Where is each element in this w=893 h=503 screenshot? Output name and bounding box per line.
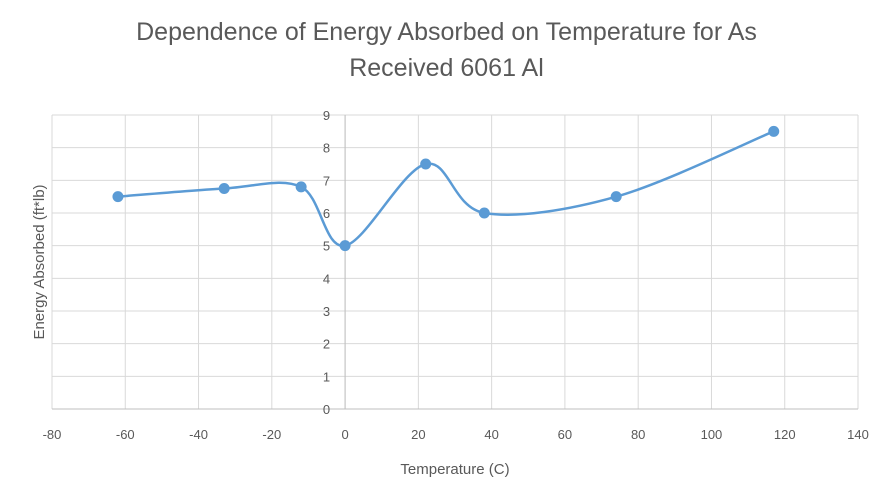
x-tick-label: 20 bbox=[411, 427, 425, 442]
x-tick-label: -60 bbox=[116, 427, 135, 442]
axes bbox=[52, 115, 858, 410]
y-tick-label: 7 bbox=[323, 173, 330, 188]
series-line bbox=[116, 130, 775, 247]
horizontal-gridlines bbox=[52, 114, 858, 410]
x-tick-label: -20 bbox=[262, 427, 281, 442]
series-layer bbox=[112, 125, 780, 252]
chart-title-line-2: Received 6061 Al bbox=[349, 54, 544, 82]
y-tick-label: 0 bbox=[323, 402, 330, 417]
data-point-marker bbox=[339, 240, 351, 252]
x-tick-label: -40 bbox=[189, 427, 208, 442]
y-tick-label: 8 bbox=[323, 141, 330, 156]
data-point-marker bbox=[610, 191, 622, 203]
y-tick-label: 1 bbox=[323, 369, 330, 384]
x-tick-labels: -80 -60 -40 -20 0 20 40 60 80 100 120 140 bbox=[43, 427, 869, 442]
y-tick-label: 9 bbox=[323, 108, 330, 123]
x-tick-label: 60 bbox=[558, 427, 572, 442]
vertical-gridlines bbox=[51, 115, 859, 409]
x-axis-title: Temperature (C) bbox=[400, 461, 509, 478]
y-tick-labels: 0 1 2 3 4 5 6 7 8 9 bbox=[323, 108, 330, 417]
x-tick-label: 40 bbox=[484, 427, 498, 442]
y-tick-label: 6 bbox=[323, 206, 330, 221]
y-tick-label: 3 bbox=[323, 304, 330, 319]
x-tick-label: 140 bbox=[847, 427, 869, 442]
x-tick-label: 100 bbox=[701, 427, 723, 442]
y-tick-label: 4 bbox=[323, 271, 330, 286]
y-tick-label: 2 bbox=[323, 337, 330, 352]
data-point-marker bbox=[478, 207, 490, 219]
data-point-marker bbox=[768, 125, 780, 137]
x-tick-label: 0 bbox=[341, 427, 348, 442]
data-point-marker bbox=[112, 191, 124, 203]
y-axis-title: Energy Absorbed (ft*lb) bbox=[31, 184, 48, 339]
data-point-marker bbox=[420, 158, 432, 170]
chart-title: Dependence of Energy Absorbed on Tempera… bbox=[0, 14, 893, 86]
x-tick-label: 80 bbox=[631, 427, 645, 442]
data-point-marker bbox=[218, 183, 230, 194]
y-tick-label: 5 bbox=[323, 239, 330, 254]
data-point-marker bbox=[295, 181, 307, 193]
x-tick-label: 120 bbox=[774, 427, 796, 442]
x-tick-label: -80 bbox=[43, 427, 62, 442]
chart-title-line-1: Dependence of Energy Absorbed on Tempera… bbox=[136, 18, 757, 46]
